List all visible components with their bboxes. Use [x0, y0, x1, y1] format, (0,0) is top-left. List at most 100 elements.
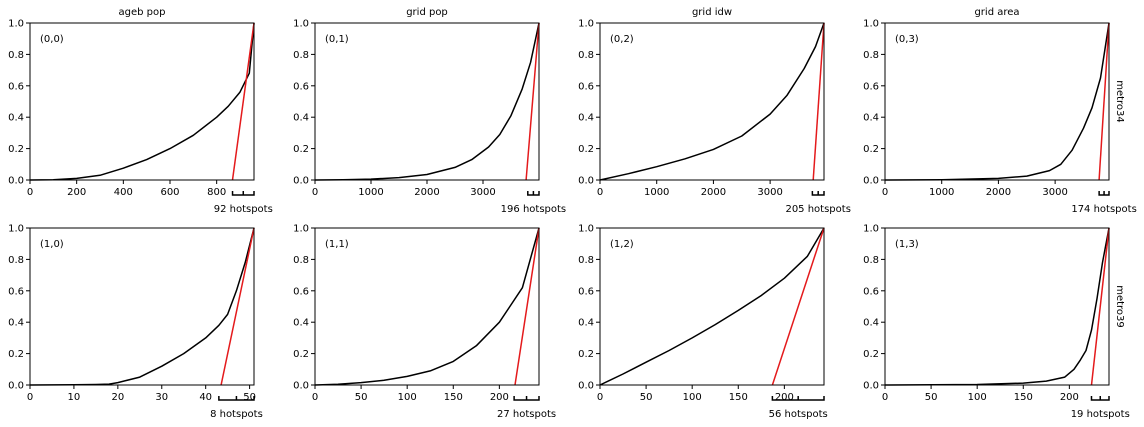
- tangent-line: [514, 227, 540, 386]
- y-tick-label: 0.2: [578, 144, 594, 155]
- y-tick-label: 0.4: [578, 113, 594, 124]
- x-tick-label: 3000: [757, 187, 782, 198]
- x-tick-label: 0: [27, 187, 33, 198]
- hotspots-label: 205 hotspots: [785, 204, 850, 215]
- tangent-line: [220, 227, 255, 386]
- x-tick-label: 1000: [644, 187, 669, 198]
- axes-frame: [314, 227, 540, 386]
- hotspot-bracket: [513, 396, 540, 401]
- y-tick-label: 0.0: [293, 381, 309, 392]
- y-tick-label: 1.0: [293, 224, 309, 235]
- y-tick-label: 0.2: [863, 144, 879, 155]
- y-tick-label: 0.0: [863, 176, 879, 187]
- panel-label: (0,1): [325, 34, 349, 45]
- y-tick-label: 0.2: [578, 349, 594, 360]
- tangent-line: [812, 22, 825, 181]
- x-tick-label: 0: [312, 187, 318, 198]
- hotspots-label: 56 hotspots: [769, 409, 828, 420]
- x-tick-label: 10: [68, 392, 81, 403]
- axes-frame: [599, 22, 825, 181]
- panel-title: grid idw: [692, 7, 732, 18]
- y-tick-label: 0.4: [293, 318, 309, 329]
- axes-frame: [884, 22, 1110, 181]
- panel-label: (1,0): [40, 239, 64, 250]
- y-tick-label: 0.0: [8, 176, 24, 187]
- y-tick-label: 0.4: [8, 318, 24, 329]
- x-tick-label: 150: [444, 392, 463, 403]
- hotspot-bracket: [218, 396, 255, 401]
- y-tick-label: 0.6: [863, 81, 879, 92]
- y-tick-label: 1.0: [863, 224, 879, 235]
- x-tick-label: 100: [968, 392, 987, 403]
- hotspots-label: 8 hotspots: [210, 409, 263, 420]
- x-tick-label: 150: [729, 392, 748, 403]
- tangent-line: [525, 22, 540, 181]
- y-tick-label: 0.8: [863, 50, 879, 61]
- axes-frame: [29, 22, 255, 181]
- y-tick-label: 0.4: [863, 113, 879, 124]
- panel-0-2: grid idw 0.0 0.2 0.4 0.6 0.8 1.0 0 1000 2000 3000 (…: [578, 7, 851, 215]
- lorenz-curve: [599, 22, 825, 181]
- y-tick-label: 0.0: [578, 381, 594, 392]
- axes-frame: [884, 227, 1110, 386]
- panel-label: (0,0): [40, 34, 64, 45]
- panel-1-2: 0.0 0.2 0.4 0.6 0.8 1.0 0 50 100 150 200 (1,2) 56 ho…: [578, 224, 828, 421]
- hotspot-bracket: [1098, 191, 1110, 196]
- y-tick-label: 0.2: [8, 144, 24, 155]
- panel-title: ageb pop: [119, 7, 166, 18]
- panel-1-0: 0.0 0.2 0.4 0.6 0.8 1.0 0 10 20 30 40 50 (1,0) 8 hots…: [8, 224, 263, 421]
- x-tick-label: 150: [1014, 392, 1033, 403]
- x-tick-label: 50: [243, 392, 256, 403]
- y-tick-label: 0.4: [863, 318, 879, 329]
- y-tick-label: 0.0: [578, 176, 594, 187]
- hotspot-bracket: [771, 396, 825, 401]
- x-tick-label: 2000: [986, 187, 1011, 198]
- x-tick-label: 20: [111, 392, 124, 403]
- tangent-line: [1098, 22, 1110, 181]
- y-tick-label: 1.0: [578, 224, 594, 235]
- axes-frame: [599, 227, 825, 386]
- x-tick-label: 200: [775, 392, 794, 403]
- x-tick-label: 800: [207, 187, 226, 198]
- lorenz-curve: [884, 227, 1110, 386]
- y-tick-label: 0.2: [8, 349, 24, 360]
- x-tick-label: 100: [398, 392, 417, 403]
- hotspots-label: 19 hotspots: [1071, 409, 1130, 420]
- y-tick-label: 0.4: [8, 113, 24, 124]
- x-tick-label: 200: [1060, 392, 1079, 403]
- x-tick-label: 2000: [701, 187, 726, 198]
- x-tick-label: 50: [925, 392, 938, 403]
- lorenz-curve: [314, 22, 540, 181]
- panel-0-3: grid area 0.0 0.2 0.4 0.6 0.8 1.0 0 1000 2000 3000…: [863, 7, 1137, 215]
- x-tick-label: 0: [882, 187, 888, 198]
- lorenz-curve: [884, 22, 1110, 181]
- lorenz-curve: [29, 22, 255, 181]
- y-tick-label: 1.0: [578, 19, 594, 30]
- panel-label: (0,2): [610, 34, 634, 45]
- y-tick-label: 1.0: [8, 224, 24, 235]
- y-tick-label: 1.0: [863, 19, 879, 30]
- x-tick-label: 2000: [414, 187, 439, 198]
- row-label: metro39: [1114, 285, 1125, 328]
- panel-1-1: 0.0 0.2 0.4 0.6 0.8 1.0 0 50 100 150 200 (1,1) 27 ho…: [293, 224, 556, 421]
- y-tick-label: 0.6: [293, 286, 309, 297]
- y-tick-label: 1.0: [293, 19, 309, 30]
- hotspot-bracket: [527, 191, 540, 196]
- lorenz-curve: [29, 227, 255, 386]
- hotspots-label: 27 hotspots: [497, 409, 556, 420]
- tangent-line: [771, 227, 825, 386]
- x-tick-label: 0: [27, 392, 33, 403]
- panel-1-3: 0.0 0.2 0.4 0.6 0.8 1.0 0 50 100 150 200 (1,3) 19 ho…: [863, 224, 1130, 421]
- hotspots-label: 174 hotspots: [1071, 204, 1136, 215]
- hotspot-bracket: [231, 191, 255, 196]
- y-tick-label: 0.8: [863, 255, 879, 266]
- y-tick-label: 0.8: [8, 255, 24, 266]
- y-tick-label: 0.8: [293, 50, 309, 61]
- y-tick-label: 0.4: [578, 318, 594, 329]
- y-tick-label: 0.0: [293, 176, 309, 187]
- y-tick-label: 0.0: [8, 381, 24, 392]
- panel-title: grid area: [974, 7, 1019, 18]
- y-tick-label: 0.2: [293, 349, 309, 360]
- panel-label: (1,1): [325, 239, 349, 250]
